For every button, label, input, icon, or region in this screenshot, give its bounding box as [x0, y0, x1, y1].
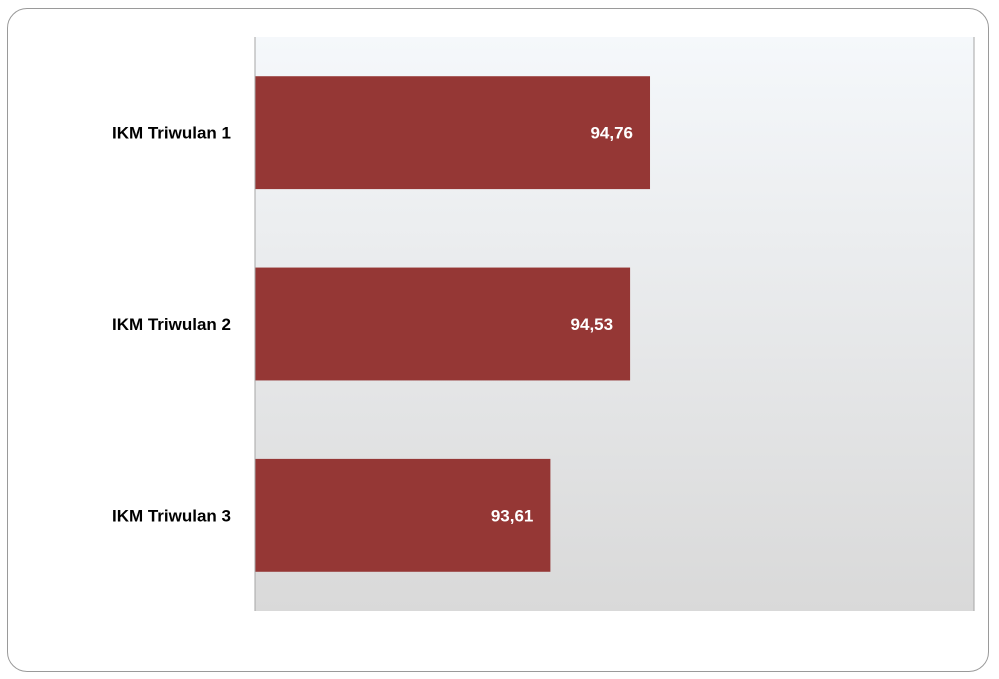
bar-value-label-1: 94,76	[590, 124, 633, 143]
category-label-2: IKM Triwulan 2	[112, 315, 231, 334]
bars-group: 94,76 94,53 93,61	[255, 76, 651, 572]
category-label-1: IKM Triwulan 1	[112, 124, 231, 143]
bar-value-label-3: 93,61	[491, 506, 534, 525]
bar-1	[255, 76, 651, 190]
bar-2	[255, 267, 631, 381]
category-label-3: IKM Triwulan 3	[112, 506, 231, 525]
bar-3	[255, 458, 551, 572]
bar-value-label-2: 94,53	[571, 315, 614, 334]
